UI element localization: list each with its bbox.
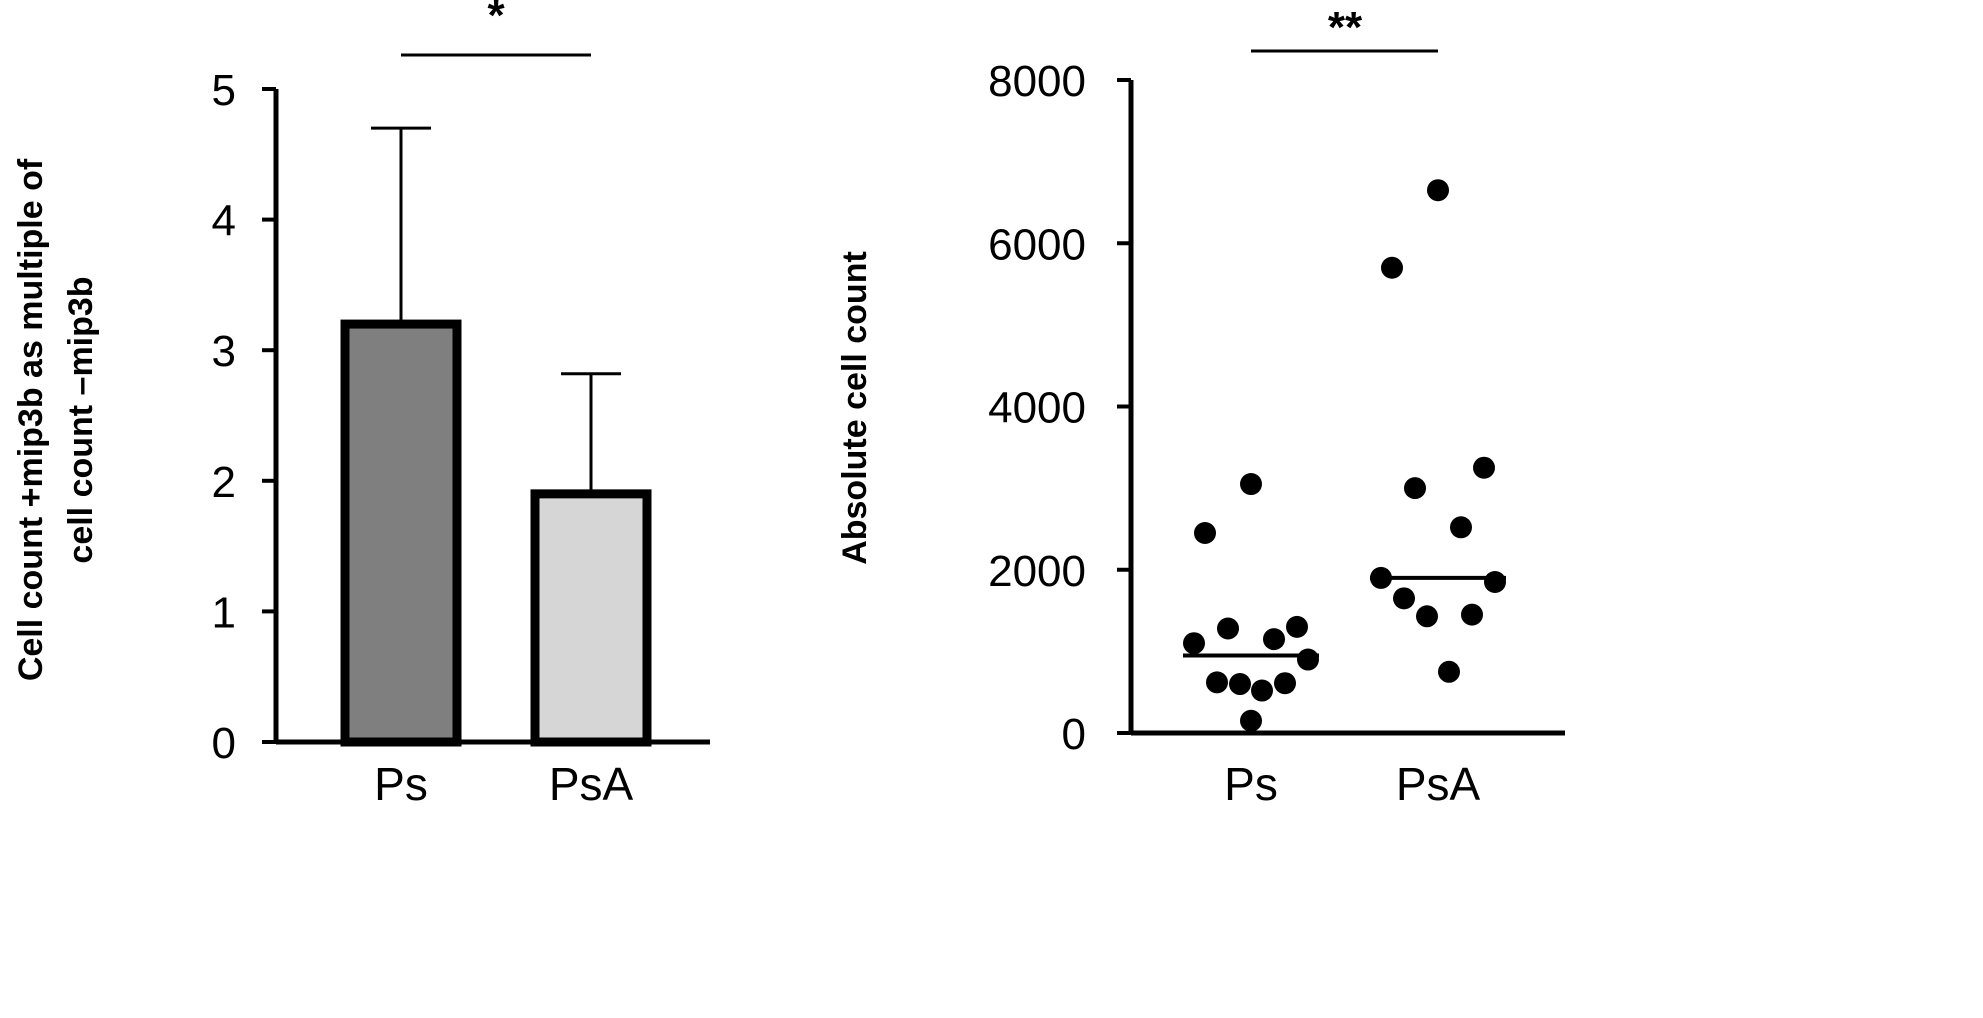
scatter-chart-point-ps: [1297, 648, 1319, 671]
scatter-chart-point-ps: [1274, 672, 1296, 695]
bar-chart-y-tick-label: 4: [212, 197, 236, 246]
scatter-chart-point-psa: [1381, 256, 1403, 279]
scatter-chart-point-psa: [1438, 660, 1460, 683]
scatter-chart-point-psa: [1484, 570, 1506, 593]
bar-chart-y-tick-label: 0: [212, 719, 236, 768]
scatter-chart-point-psa: [1450, 516, 1472, 539]
scatter-chart-x-tick-label: PsA: [1396, 758, 1481, 810]
scatter-chart-y-axis-title: Absolute cell count: [836, 251, 874, 565]
scatter-chart-y-tick-label: 4000: [988, 384, 1086, 433]
bar-chart-bar-psa: [530, 489, 652, 747]
scatter-chart-point-ps: [1251, 679, 1273, 702]
scatter-chart-point-ps: [1183, 632, 1205, 655]
scatter-chart-panel: Absolute cell count ** 0 2000 4000 6000 8000…: [836, 3, 1565, 810]
scatter-chart-point-ps: [1206, 671, 1228, 694]
scatter-chart-point-ps: [1229, 673, 1251, 696]
bar-chart-x-tick-label: Ps: [374, 758, 428, 810]
bar-chart-panel: Cell count +mip3b as multiple of cell co…: [12, 0, 710, 810]
bar-chart-y-axis-title-line-2: cell count –mip3b: [62, 276, 100, 563]
bar-chart-y-tick-label: 5: [212, 66, 236, 115]
scatter-chart-point-psa: [1416, 605, 1438, 628]
bar-chart-y-tick-label: 1: [212, 588, 236, 637]
bar-chart-y-tick-label: 2: [212, 458, 236, 507]
bar-chart-significance-label: *: [487, 0, 505, 40]
scatter-chart-point-ps: [1217, 617, 1239, 640]
scatter-chart-y-tick-label: 6000: [988, 220, 1086, 269]
bar-chart-bar-ps: [340, 319, 462, 747]
scatter-chart-point-psa: [1393, 587, 1415, 610]
scatter-chart-point-psa: [1404, 477, 1426, 500]
scatter-chart-y-tick-label: 8000: [988, 57, 1086, 106]
scatter-chart-y-tick-label: 0: [1062, 710, 1086, 759]
scatter-chart-point-psa: [1461, 603, 1483, 626]
scatter-chart-x-tick-label: Ps: [1224, 758, 1278, 810]
scatter-chart-point-psa: [1427, 179, 1449, 202]
bar-chart-y-axis-title-line-1: Cell count +mip3b as multiple of: [12, 158, 50, 681]
scatter-chart-point-ps: [1240, 473, 1262, 496]
scatter-chart-point-ps: [1286, 615, 1308, 638]
scatter-chart-y-tick-label: 2000: [988, 547, 1086, 596]
scatter-chart-point-psa: [1473, 456, 1495, 479]
scatter-chart-point-ps: [1240, 709, 1262, 732]
bar-chart-y-tick-label: 3: [212, 327, 236, 376]
scatter-chart-point-ps: [1194, 522, 1216, 545]
bar-chart-x-tick-label: PsA: [549, 758, 634, 810]
scatter-chart-significance-label: **: [1328, 3, 1363, 52]
scatter-chart-point-ps: [1263, 628, 1285, 651]
